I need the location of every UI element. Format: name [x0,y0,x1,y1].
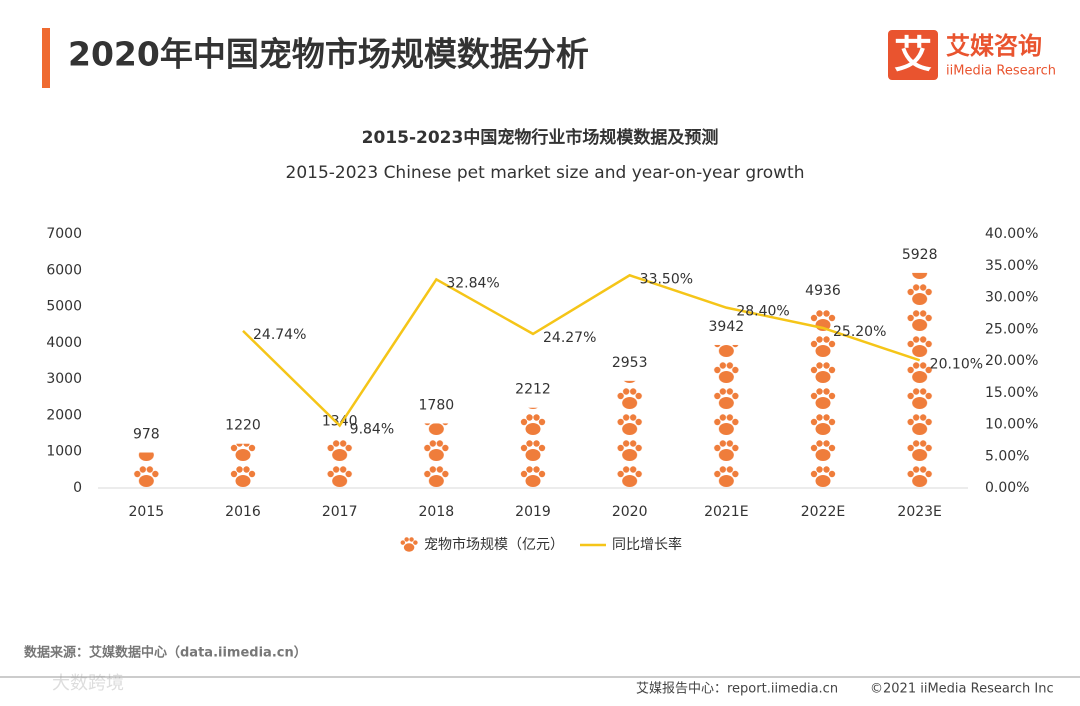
watermark: 大数跨境 [52,673,124,694]
line-value-label: 32.84% [446,275,499,291]
footer-copyright: ©2021 iiMedia Research Inc [870,682,1054,697]
line-value-label: 20.10% [930,356,983,372]
line-value-label: 33.50% [640,271,693,287]
line-value-label: 24.74% [253,327,306,343]
y2-tick-label: 0.00% [985,480,1029,496]
x-tick-label: 2015 [129,504,165,520]
y-tick-label: 1000 [46,444,82,460]
y-tick-label: 7000 [46,226,82,242]
logo-box [888,30,938,80]
y2-tick-label: 5.00% [985,448,1029,464]
bar-value-label: 1220 [225,418,261,434]
y-tick-label: 3000 [46,371,82,387]
bar [420,423,453,488]
x-tick-label: 2019 [515,504,551,520]
bar [130,452,163,488]
x-tick-label: 2017 [322,504,358,520]
y2-tick-label: 10.00% [985,417,1038,433]
line-value-label: 9.84% [350,422,394,438]
y-tick-label: 4000 [46,335,82,351]
bar-value-label: 5928 [902,247,938,263]
bar [227,443,259,488]
chart-title: 2015-2023中国宠物行业市场规模数据及预测 [362,127,719,148]
page-title: 2020年中国宠物市场规模数据分析 [68,35,589,74]
bar [517,407,549,488]
bar-value-label: 3942 [709,319,745,335]
y2-tick-label: 40.00% [985,226,1038,242]
chart-subtitle: 2015-2023 Chinese pet market size and ye… [286,163,805,183]
y-tick-label: 6000 [46,262,82,278]
line-value-label: 25.20% [833,324,886,340]
bar-value-label: 2212 [515,382,551,398]
bar [710,344,743,488]
y-tick-label: 5000 [46,299,82,315]
bar-value-label: 4936 [805,283,841,299]
bar [613,380,646,488]
y2-tick-label: 35.00% [985,258,1038,274]
bar [323,439,356,488]
y2-tick-label: 30.00% [985,290,1038,306]
y-tick-label: 0 [73,480,82,496]
x-tick-label: 2020 [612,504,648,520]
x-tick-label: 2018 [419,504,455,520]
x-tick-label: 2021E [704,504,748,520]
x-tick-label: 2016 [225,504,261,520]
line-value-label: 24.27% [543,330,596,346]
x-tick-label: 2022E [801,504,845,520]
legend-label: 宠物市场规模（亿元） [424,536,564,553]
title-accent [42,28,50,88]
paw-pad [403,543,415,552]
logo-mark: 艾 [894,33,932,77]
y2-tick-label: 15.00% [985,385,1038,401]
y2-tick-label: 20.00% [985,353,1038,369]
y2-tick-label: 25.00% [985,321,1038,337]
paw-toe [400,540,406,545]
bar-value-label: 1780 [419,397,455,413]
source: 数据来源：艾媒数据中心（data.iimedia.cn） [24,645,307,661]
y-tick-label: 2000 [46,407,82,423]
logo-name: 艾媒咨询 [946,32,1042,60]
legend-swatch [400,537,418,552]
paw-toe [409,537,414,542]
x-tick-label: 2023E [897,504,941,520]
footer-site: 艾媒报告中心：report.iimedia.cn [636,682,838,697]
paw-toe [413,540,418,545]
legend-label: 同比增长率 [612,536,682,553]
line-value-label: 28.40% [736,304,789,320]
bar [807,308,839,488]
bar [903,272,936,488]
logo-sub: iiMedia Research [946,64,1056,79]
growth-line [242,273,921,428]
bar-value-label: 978 [133,427,160,443]
bar-value-label: 2953 [612,355,648,371]
paw-toe [404,537,409,542]
